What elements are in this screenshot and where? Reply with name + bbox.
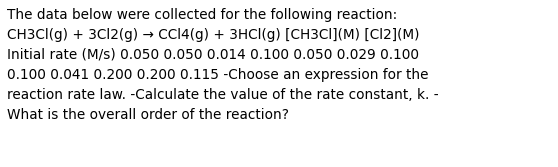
Text: The data below were collected for the following reaction:
CH3Cl(g) + 3Cl2(g) → C: The data below were collected for the fo… <box>7 8 439 122</box>
